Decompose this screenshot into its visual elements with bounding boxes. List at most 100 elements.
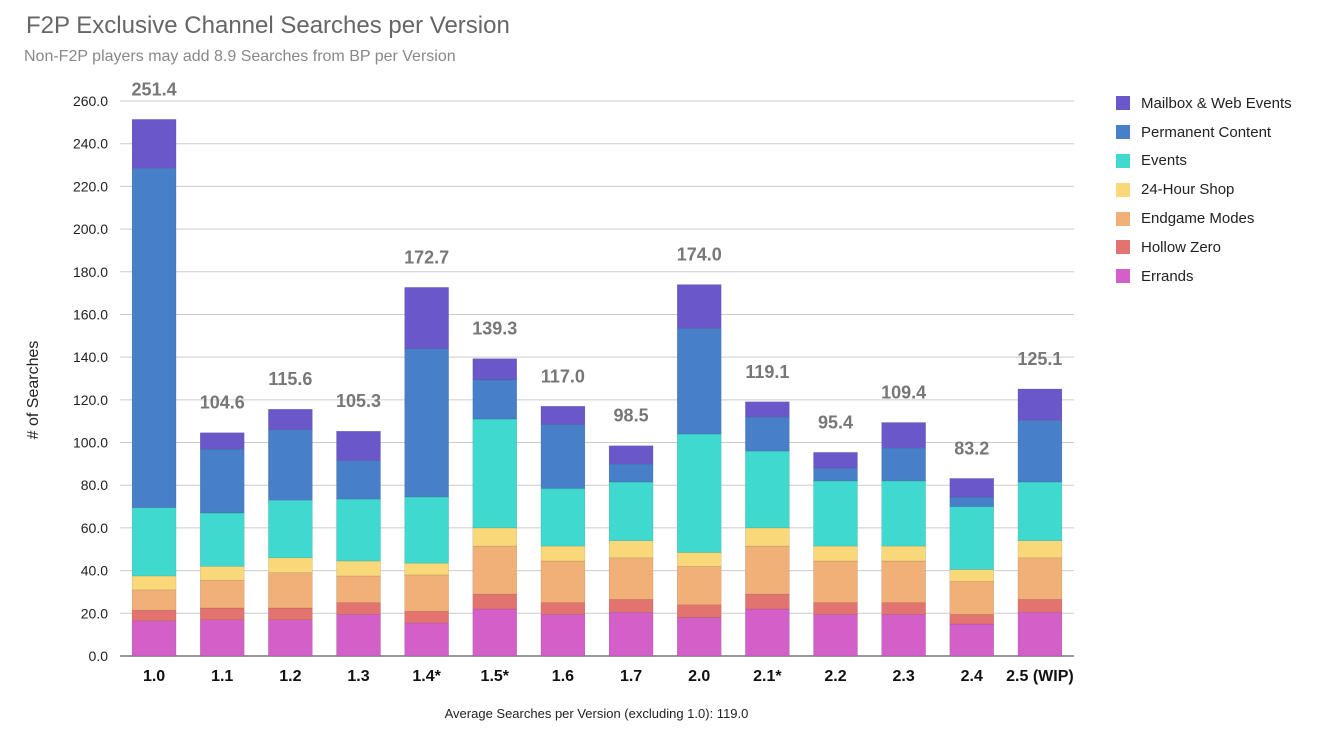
x-tick-label: 2.3 [893,668,915,685]
bar-segment-mailbox-web-events [608,445,654,465]
bar-segment-hollow-zero [813,602,858,615]
bar-segment-events [881,480,926,547]
bar-segment-hollow-zero [676,604,722,618]
bar-segment-errands [813,614,858,657]
x-tick-label: 1.1 [211,668,233,685]
y-tick-label: 260.0 [73,93,108,109]
legend-item: Errands [1116,262,1292,291]
x-tick-label: 1.4* [412,668,441,685]
bar-segment-errands [745,608,790,657]
bar-segment-events [336,498,381,562]
bar-segment-errands [949,623,995,657]
x-tick-label: 2.0 [688,668,710,685]
bar-segment-events [1017,481,1063,541]
bar-segment-events [813,480,858,547]
bar-segment-mailbox-web-events [472,358,518,380]
bar-segment-mailbox-web-events [336,430,381,461]
x-tick-label: 1.6 [552,668,574,685]
x-tick-label: 1.0 [143,668,165,685]
bar-segment-hollow-zero [881,602,926,615]
bar-segment-mailbox-web-events [131,119,177,169]
bar-segment-errands [199,619,245,657]
y-tick-label: 80.0 [81,477,108,493]
bar-total-label: 104.6 [200,393,245,413]
x-tick-label: 2.2 [824,668,846,685]
legend-label: Permanent Content [1141,123,1272,141]
bar-segment-permanent-content [268,429,313,501]
bar-segment-errands [1017,611,1063,657]
bar-total-label: 125.1 [1017,349,1062,369]
bar-segment-events [199,512,245,567]
x-tick-label: 1.3 [347,668,369,685]
legend-swatch [1116,153,1130,168]
y-tick-label: 60.0 [81,520,108,536]
bar-segment-mailbox-web-events [949,478,995,498]
bar-segment-errands [131,620,177,657]
bar-segment-hollow-zero [336,602,381,615]
legend-item: Events [1116,147,1292,176]
bar-segment-24-hour-shop [949,569,995,582]
x-tick-label: 2.1* [753,668,782,685]
legend-item: Hollow Zero [1116,233,1292,262]
bar-total-label: 105.3 [336,391,381,411]
legend-swatch [1116,182,1130,197]
bar-segment-events [676,433,722,553]
chart-subtitle: Non-F2P players may add 8.9 Searches fro… [24,48,456,65]
bar-total-label: 109.4 [881,382,926,402]
bar-segment-endgame-modes [336,575,381,603]
bar-segment-permanent-content [131,167,177,508]
bar-segment-mailbox-web-events [1017,388,1063,421]
bar-total-label: 251.4 [132,79,177,99]
bar-segment-24-hour-shop [404,562,449,576]
y-tick-label: 40.0 [81,563,108,579]
x-tick-label: 2.4 [961,668,983,685]
legend-swatch [1116,240,1130,255]
bar-segment-endgame-modes [608,557,654,600]
bar-segment-errands [881,614,926,657]
bar-segment-24-hour-shop [336,560,381,577]
bar-segment-permanent-content [676,328,722,435]
legend-label: Endgame Modes [1141,210,1255,228]
legend-swatch [1116,269,1130,284]
bar-segment-events [540,488,586,547]
bar-segment-permanent-content [813,467,858,482]
bar-segment-24-hour-shop [540,545,586,562]
bar-segment-mailbox-web-events [745,401,790,418]
bar-segment-mailbox-web-events [676,284,722,329]
bar-segment-hollow-zero [745,593,790,610]
bar-segment-permanent-content [472,379,518,420]
x-tick-label: 1.2 [279,668,301,685]
bar-segment-permanent-content [745,416,790,452]
bar-segment-errands [336,614,381,657]
bar-segment-hollow-zero [131,609,177,622]
bar-segment-hollow-zero [199,607,245,620]
bar-segment-24-hour-shop [199,566,245,581]
bar-segment-events [745,450,790,529]
legend-label: Hollow Zero [1141,238,1222,256]
bar-total-label: 119.1 [745,362,789,382]
bar-total-label: 83.2 [954,438,989,458]
bar-segment-endgame-modes [745,545,790,595]
bar-segment-24-hour-shop [745,527,790,547]
bar-segment-hollow-zero [404,610,449,624]
y-tick-label: 0.0 [89,648,109,664]
bar-segment-endgame-modes [404,574,449,612]
bar-segment-24-hour-shop [608,540,654,559]
chart-title: F2P Exclusive Channel Searches per Versi… [26,12,510,39]
bar-segment-permanent-content [1017,419,1063,483]
bar-segment-events [404,496,449,564]
bar-segment-24-hour-shop [676,552,722,567]
bar-segment-events [268,499,313,559]
bar-total-label: 95.4 [818,412,853,432]
bar-segment-24-hour-shop [813,545,858,562]
bar-segment-mailbox-web-events [540,406,586,425]
legend-label: Mailbox & Web Events [1141,94,1292,112]
bar-total-label: 115.6 [268,369,312,389]
chart-legend: Mailbox & Web Events Permanent Content Eve… [1116,89,1292,291]
bar-segment-events [131,507,177,577]
bar-segment-endgame-modes [131,589,177,611]
bar-total-label: 172.7 [404,247,449,267]
bar-segment-24-hour-shop [131,575,177,591]
y-tick-label: 220.0 [73,178,108,194]
